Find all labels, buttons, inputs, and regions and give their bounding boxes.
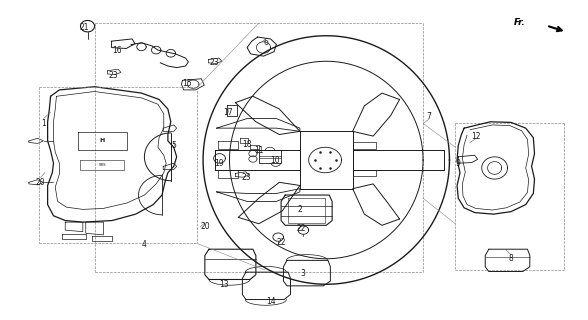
Text: SRS: SRS [98,163,106,167]
Text: 14: 14 [266,297,275,306]
Text: 15: 15 [182,79,192,88]
Text: 23: 23 [109,71,118,80]
Text: 8: 8 [509,254,513,263]
Text: 2: 2 [298,205,302,214]
Text: 23: 23 [210,58,220,67]
Text: Fr.: Fr. [514,19,526,28]
Text: 9: 9 [456,159,460,168]
Text: 13: 13 [219,280,228,289]
Text: 12: 12 [471,132,480,140]
Text: 6: 6 [263,38,268,47]
Text: 10: 10 [270,156,280,164]
Text: 19: 19 [215,159,224,168]
Text: 21: 21 [79,23,89,32]
Text: H: H [99,138,105,143]
Text: 20: 20 [200,222,210,231]
Text: 22: 22 [297,224,306,233]
Text: 17: 17 [223,108,233,117]
Text: 16: 16 [112,45,122,55]
Text: 4: 4 [142,240,147,249]
Text: 22: 22 [276,238,286,247]
Text: 11: 11 [254,146,263,155]
Text: 23: 23 [241,173,250,182]
Text: 7: 7 [426,113,432,122]
Text: 20: 20 [36,178,45,187]
Text: 1: 1 [41,119,46,128]
Text: 3: 3 [300,268,305,278]
Text: 5: 5 [171,141,176,150]
Text: 18: 18 [242,140,252,148]
